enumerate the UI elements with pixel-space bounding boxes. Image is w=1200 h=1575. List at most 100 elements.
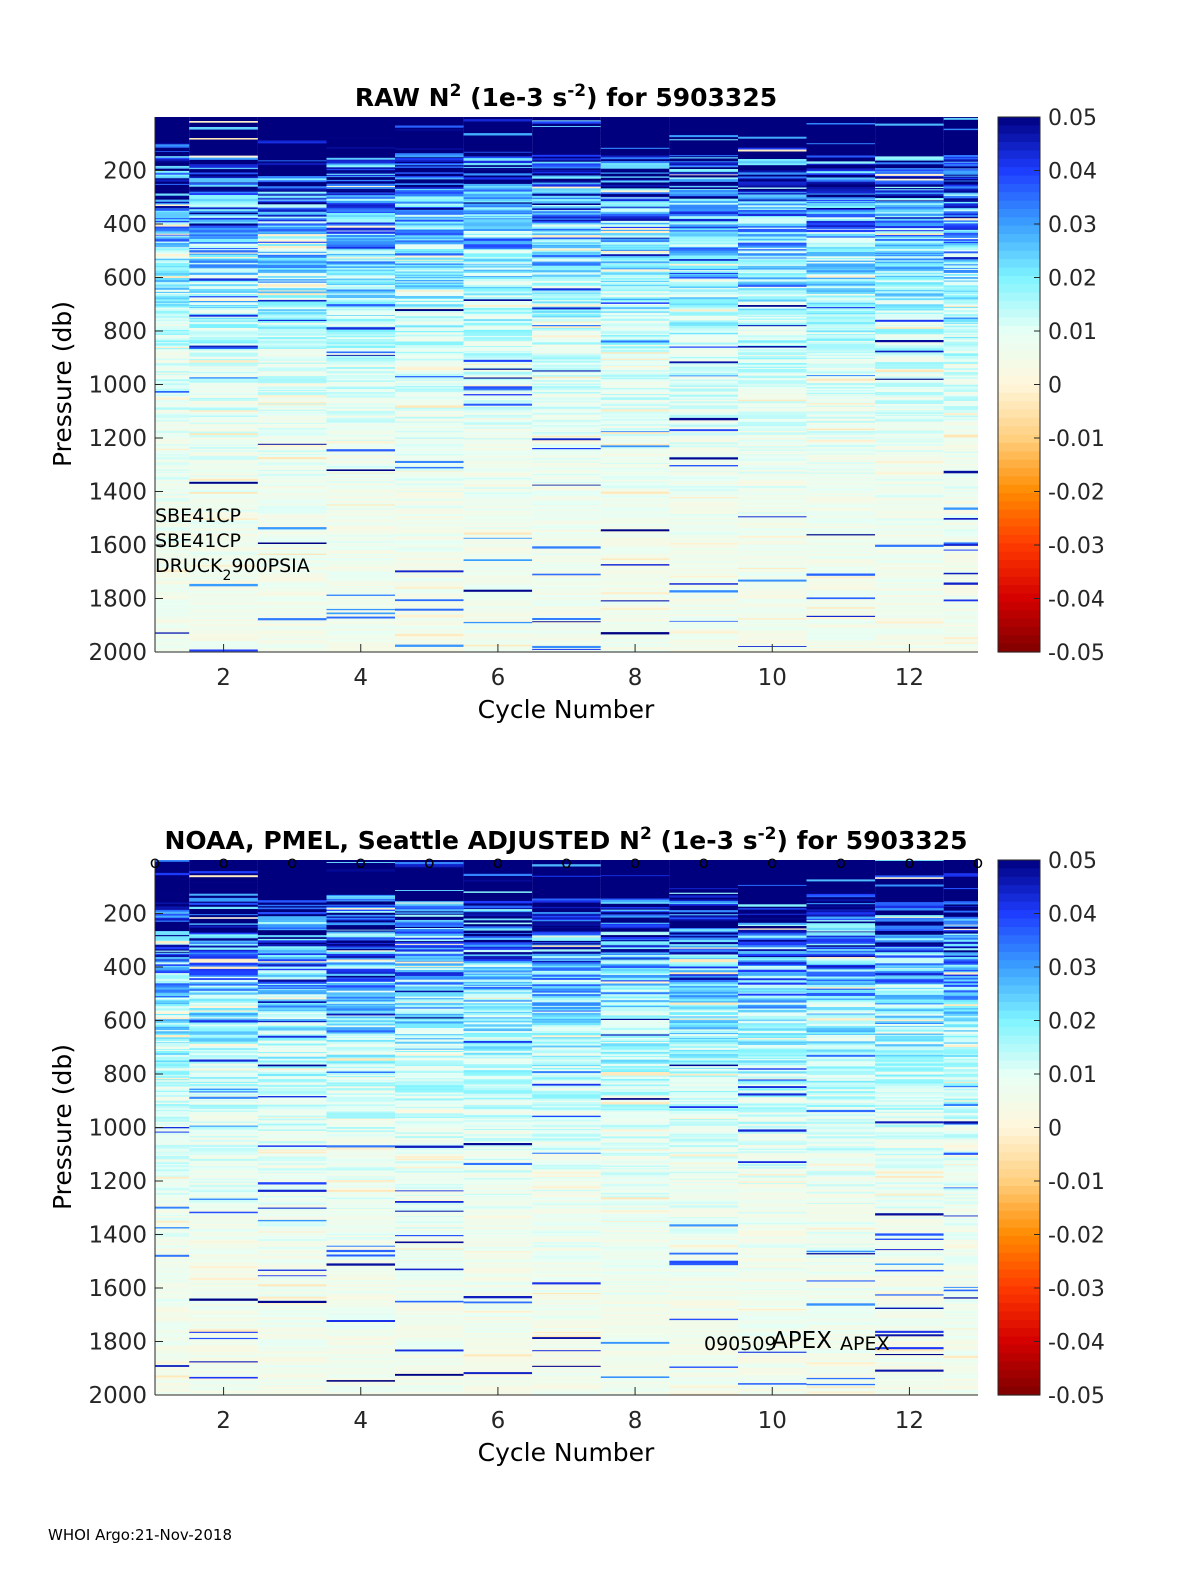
heatmap-cell: [395, 496, 464, 499]
heatmap-cell: [155, 1139, 190, 1143]
heatmap-cell: [806, 332, 876, 335]
heatmap-cell: [600, 176, 670, 179]
heatmap-cell: [257, 151, 327, 154]
heatmap-cell: [326, 241, 396, 244]
heatmap-cell: [155, 1024, 190, 1028]
heatmap-cell: [600, 250, 670, 254]
heatmap-cell: [463, 564, 533, 567]
heatmap-cell: [395, 640, 464, 644]
heatmap-cell: [326, 211, 396, 214]
heatmap-cell: [738, 283, 807, 285]
heatmap-cell: [875, 272, 944, 275]
heatmap-cell: [738, 527, 807, 529]
heatmap-column: [943, 117, 978, 652]
heatmap-cell: [875, 372, 944, 375]
heatmap-cell: [189, 302, 258, 304]
heatmap-cell: [943, 548, 978, 551]
heatmap-cell: [532, 163, 601, 166]
heatmap-cell: [189, 260, 258, 263]
heatmap-cell: [532, 350, 601, 353]
heatmap-cell: [943, 354, 978, 357]
heatmap-cell: [155, 622, 190, 625]
heatmap-cell: [155, 1167, 190, 1170]
heatmap-cell: [532, 180, 601, 184]
heatmap-cell: [600, 243, 670, 246]
heatmap-cell: [600, 590, 670, 593]
heatmap-cell: [600, 468, 670, 470]
y-tick-label: 2000: [88, 640, 147, 666]
heatmap-cell: [532, 315, 601, 318]
heatmap-cell: [326, 406, 396, 410]
heatmap-cell: [738, 356, 807, 359]
heatmap-cell: [463, 200, 533, 203]
heatmap-cell: [463, 538, 533, 541]
heatmap-cell: [189, 291, 258, 294]
heatmap-cell: [155, 436, 190, 438]
heatmap-cell: [600, 274, 670, 278]
heatmap-cell: [257, 350, 327, 353]
heatmap-cell: [875, 158, 944, 162]
heatmap-cell: [189, 1103, 258, 1106]
heatmap-cell: [738, 265, 807, 269]
heatmap-cell: [189, 169, 258, 172]
heatmap-cell: [943, 439, 978, 442]
heatmap-cell: [257, 535, 327, 538]
heatmap-cell: [189, 568, 258, 571]
heatmap-cell: [189, 623, 258, 627]
heatmap-cell: [532, 570, 601, 573]
heatmap-cell: [738, 249, 807, 251]
heatmap-cell: [532, 164, 601, 168]
heatmap-cell: [257, 575, 327, 579]
heatmap-cell: [600, 415, 670, 418]
heatmap-cell: [189, 243, 258, 247]
heatmap-cell: [600, 497, 670, 501]
heatmap-cell: [189, 232, 258, 236]
heatmap-cell: [669, 551, 738, 554]
heatmap-cell: [532, 414, 601, 418]
heatmap-cell: [155, 885, 190, 889]
heatmap-cell: [532, 128, 601, 131]
heatmap-cell: [669, 624, 738, 627]
heatmap-cell: [155, 197, 190, 201]
heatmap-cell: [532, 585, 601, 587]
heatmap-cell: [875, 544, 944, 548]
heatmap-cell: [600, 555, 670, 558]
heatmap-cell: [875, 369, 944, 373]
heatmap-cell: [943, 398, 978, 402]
heatmap-cell: [189, 590, 258, 593]
heatmap-cell: [326, 208, 396, 211]
heatmap-cell: [155, 556, 190, 558]
heatmap-cell: [943, 208, 978, 211]
heatmap-cell: [395, 177, 464, 180]
heatmap-cell: [600, 509, 670, 512]
heatmap-cell: [600, 542, 670, 545]
heatmap-cell: [189, 923, 258, 926]
heatmap-cell: [669, 183, 738, 186]
heatmap-cell: [875, 210, 944, 213]
heatmap-cell: [806, 357, 876, 360]
heatmap-cell: [875, 451, 944, 455]
heatmap-cell: [395, 363, 464, 366]
heatmap-cell: [155, 938, 190, 941]
heatmap-cell: [257, 640, 327, 643]
heatmap-cell: [532, 216, 601, 220]
heatmap-cell: [189, 1020, 258, 1024]
colorbar-segment: [998, 225, 1040, 235]
heatmap-cell: [806, 305, 876, 308]
heatmap-cell: [875, 439, 944, 441]
heatmap-cell: [875, 601, 944, 604]
heatmap-cell: [155, 964, 190, 967]
heatmap-cell: [395, 514, 464, 517]
heatmap-cell: [463, 214, 533, 217]
heatmap-cell: [463, 426, 533, 429]
heatmap-cell: [189, 552, 258, 555]
heatmap-cell: [875, 435, 944, 438]
heatmap-cell: [257, 592, 327, 595]
heatmap-cell: [532, 363, 601, 366]
heatmap-cell: [155, 1347, 190, 1350]
colorbar-segment: [998, 426, 1040, 436]
heatmap-cell: [257, 621, 327, 625]
heatmap-cell: [463, 501, 533, 503]
heatmap-cell: [600, 522, 670, 525]
heatmap-cell: [155, 1128, 190, 1130]
